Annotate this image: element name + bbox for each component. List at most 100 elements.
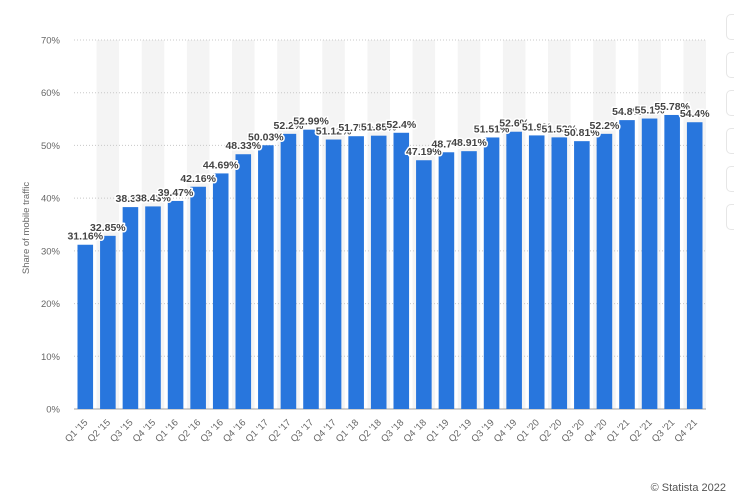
- x-tick-label: Q1 '18: [334, 417, 361, 444]
- x-tick-label: Q2 '21: [627, 417, 654, 444]
- x-tick-label: Q3 '19: [469, 417, 496, 444]
- x-tick-label: Q3 '15: [108, 417, 135, 444]
- x-tick-label: Q1 '16: [153, 417, 180, 444]
- data-label: 39.47%: [158, 187, 194, 199]
- bar[interactable]: [686, 122, 703, 409]
- bar[interactable]: [303, 129, 319, 410]
- y-tick-label: 50%: [41, 141, 61, 152]
- x-tick-label: Q2 '20: [537, 417, 564, 444]
- data-label: 50.03%: [248, 131, 284, 143]
- x-tick-label: Q2 '15: [86, 417, 113, 444]
- x-tick-label: Q4 '20: [582, 417, 609, 444]
- bar[interactable]: [551, 137, 568, 409]
- bar[interactable]: [235, 154, 252, 409]
- x-tick-label: Q2 '17: [266, 417, 293, 444]
- data-label: 48.91%: [451, 137, 487, 149]
- x-tick-label: Q1 '19: [424, 417, 451, 444]
- data-label: 54.8%: [612, 106, 642, 118]
- bar[interactable]: [122, 207, 139, 409]
- bar[interactable]: [438, 152, 455, 409]
- data-label: 44.69%: [203, 159, 239, 171]
- data-label: 51.12%: [316, 126, 352, 138]
- y-tick-label: 10%: [41, 352, 61, 363]
- bar[interactable]: [574, 141, 590, 410]
- x-tick-label: Q4 '21: [672, 417, 699, 444]
- data-label: 47.19%: [406, 146, 442, 158]
- bar[interactable]: [280, 133, 297, 409]
- data-label: 31.16%: [67, 231, 103, 243]
- bar[interactable]: [348, 136, 364, 410]
- data-label: 51.51%: [474, 123, 510, 135]
- data-label: 51.85%: [361, 122, 397, 134]
- y-tick-label: 30%: [41, 246, 61, 257]
- data-label: 55.1%: [635, 105, 665, 117]
- bar[interactable]: [145, 206, 161, 409]
- x-tick-label: Q1 '20: [514, 417, 541, 444]
- toolbar: [726, 14, 734, 242]
- y-tick-label: 40%: [41, 194, 61, 205]
- x-tick-label: Q4 '16: [221, 417, 248, 444]
- x-tick-label: Q4 '17: [311, 417, 338, 444]
- data-label: 38.43%: [135, 192, 171, 204]
- y-tick-label: 60%: [41, 88, 61, 99]
- data-label: 52.99%: [293, 116, 329, 128]
- x-tick-label: Q4 '19: [492, 417, 519, 444]
- data-label: 50.81%: [564, 127, 600, 139]
- bar[interactable]: [370, 135, 387, 409]
- data-label: 32.85%: [90, 222, 126, 234]
- bar[interactable]: [212, 173, 229, 409]
- x-tick-label: Q4 '15: [131, 417, 158, 444]
- x-tick-label: Q3 '18: [379, 417, 406, 444]
- x-tick-label: Q1 '21: [605, 417, 632, 444]
- bar[interactable]: [619, 120, 635, 409]
- bar[interactable]: [325, 139, 342, 409]
- data-label: 48.7%: [432, 138, 462, 150]
- y-axis-label: Share of mobile traffic: [21, 182, 32, 274]
- bar[interactable]: [664, 114, 680, 409]
- toolbar-button[interactable]: [726, 90, 734, 116]
- y-tick-label: 0%: [46, 405, 60, 416]
- data-label: 51.75%: [338, 122, 374, 134]
- bar[interactable]: [416, 160, 432, 409]
- x-tick-label: Q2 '18: [356, 417, 383, 444]
- bar[interactable]: [461, 151, 477, 409]
- data-label: 52.6%: [499, 118, 529, 130]
- data-label: 51.53%: [541, 123, 577, 135]
- data-label: 52.2%: [590, 120, 620, 132]
- bar[interactable]: [483, 137, 500, 409]
- data-label: 54.4%: [680, 108, 710, 120]
- bar[interactable]: [641, 118, 658, 410]
- data-label: 55.78%: [654, 101, 690, 113]
- y-tick-label: 20%: [41, 299, 61, 310]
- bar[interactable]: [393, 132, 410, 409]
- bar[interactable]: [258, 145, 274, 409]
- x-tick-label: Q3 '17: [289, 417, 316, 444]
- bar[interactable]: [528, 135, 545, 410]
- x-tick-label: Q1 '17: [244, 417, 271, 444]
- toolbar-button[interactable]: [726, 128, 734, 154]
- y-tick-label: 70%: [41, 36, 61, 47]
- toolbar-button[interactable]: [726, 14, 734, 40]
- toolbar-button[interactable]: [726, 204, 734, 230]
- data-label: 52.2%: [274, 120, 304, 132]
- x-tick-label: Q3 '20: [560, 417, 587, 444]
- x-tick-label: Q1 '15: [63, 417, 90, 444]
- x-tick-label: Q2 '16: [176, 417, 203, 444]
- x-tick-label: Q3 '21: [650, 417, 677, 444]
- statista-credit[interactable]: © Statista 2022: [650, 482, 726, 494]
- toolbar-button[interactable]: [726, 166, 734, 192]
- bar[interactable]: [596, 133, 613, 409]
- bar[interactable]: [167, 200, 184, 409]
- data-label: 38.3%: [116, 193, 146, 205]
- bar[interactable]: [506, 131, 522, 410]
- toolbar-button[interactable]: [726, 52, 734, 78]
- x-tick-label: Q2 '19: [447, 417, 474, 444]
- x-tick-label: Q3 '16: [198, 417, 225, 444]
- bar[interactable]: [77, 244, 94, 409]
- x-tick-label: Q4 '18: [402, 417, 429, 444]
- data-label: 52.4%: [386, 119, 416, 131]
- bar[interactable]: [190, 186, 206, 409]
- bar[interactable]: [100, 235, 116, 409]
- data-label: 51.9%: [522, 121, 552, 133]
- data-label: 48.33%: [225, 140, 261, 152]
